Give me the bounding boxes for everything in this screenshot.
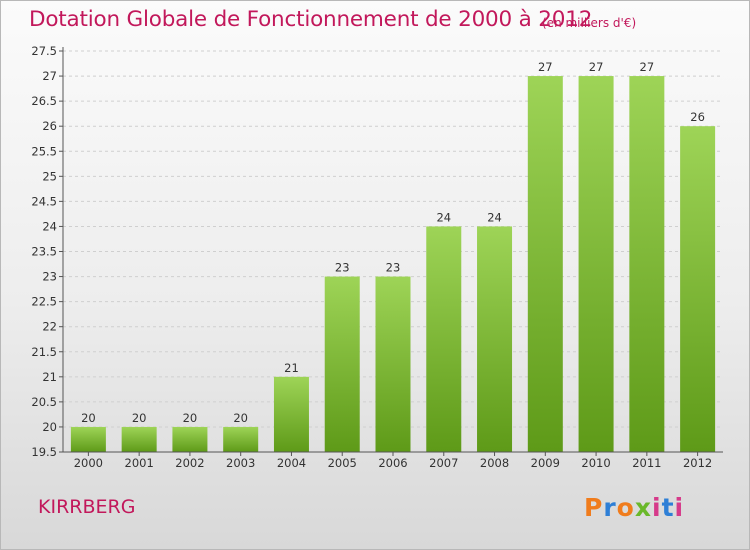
logo-letter: P xyxy=(584,493,604,522)
data-label: 24 xyxy=(487,210,502,224)
chart-unit-note: (en milliers d'€) xyxy=(542,16,637,30)
y-tick-label: 25.5 xyxy=(31,144,57,158)
x-tick-label: 2010 xyxy=(581,456,610,470)
x-tick-label: 2001 xyxy=(125,456,154,470)
logo-letter: i xyxy=(674,493,685,522)
data-label: 21 xyxy=(284,361,299,375)
chart-title: Dotation Globale de Fonctionnement de 20… xyxy=(29,7,593,32)
y-tick-label: 20 xyxy=(42,420,57,434)
y-tick-label: 22 xyxy=(42,320,57,334)
x-tick-label: 2006 xyxy=(378,456,407,470)
bar xyxy=(527,76,563,452)
y-tick-label: 23.5 xyxy=(31,245,57,259)
logo-letter: o xyxy=(616,493,635,522)
bars xyxy=(70,76,716,452)
data-label: 20 xyxy=(183,411,198,425)
data-label: 20 xyxy=(81,411,96,425)
commune-name: KIRRBERG xyxy=(38,496,136,518)
x-tick-label: 2002 xyxy=(175,456,204,470)
x-tick-label: 2009 xyxy=(531,456,560,470)
labels: 19.5 20 20.5 21 21.5 22 22.5 23 23.5 24 24.5 25 25.5… xyxy=(31,44,712,470)
y-tick-label: 20.5 xyxy=(31,395,57,409)
logo-letter: i xyxy=(652,493,662,522)
data-label: 23 xyxy=(386,261,401,275)
y-tick-label: 24 xyxy=(42,219,57,233)
bar xyxy=(680,126,716,452)
y-tick-label: 19.5 xyxy=(31,445,57,459)
axes xyxy=(59,47,723,456)
bar xyxy=(121,426,157,452)
proxiti-logo[interactable]: Proxiti xyxy=(584,490,689,526)
x-tick-label: 2011 xyxy=(632,456,661,470)
x-tick-label: 2012 xyxy=(683,456,712,470)
bar xyxy=(426,226,462,452)
y-tick-label: 21 xyxy=(42,370,57,384)
y-tick-label: 26 xyxy=(42,119,57,133)
y-tick-label: 27.5 xyxy=(31,44,57,58)
data-label: 20 xyxy=(233,411,248,425)
x-tick-label: 2008 xyxy=(480,456,509,470)
logo-letter: x xyxy=(634,493,652,522)
y-tick-label: 26.5 xyxy=(31,94,57,108)
x-tick-label: 2005 xyxy=(328,456,357,470)
y-tick-label: 23 xyxy=(42,270,57,284)
y-tick-label: 25 xyxy=(42,169,57,183)
data-label: 26 xyxy=(690,110,705,124)
data-label: 24 xyxy=(436,210,451,224)
logo-letter: t xyxy=(661,493,675,522)
logo-letter: r xyxy=(603,493,617,522)
bar xyxy=(273,376,309,452)
bar xyxy=(172,426,208,452)
bar xyxy=(477,226,513,452)
x-tick-label: 2003 xyxy=(226,456,255,470)
bar xyxy=(324,276,360,452)
data-label: 27 xyxy=(538,60,553,74)
bar xyxy=(629,76,665,452)
data-label: 20 xyxy=(132,411,147,425)
y-tick-label: 24.5 xyxy=(31,194,57,208)
x-tick-label: 2007 xyxy=(429,456,458,470)
x-tick-label: 2000 xyxy=(74,456,103,470)
data-label: 27 xyxy=(589,60,604,74)
x-tick-label: 2004 xyxy=(277,456,306,470)
bar xyxy=(578,76,614,452)
y-tick-label: 22.5 xyxy=(31,295,57,309)
bar xyxy=(223,426,259,452)
data-label: 23 xyxy=(335,261,350,275)
data-label: 27 xyxy=(640,60,655,74)
bar xyxy=(70,426,106,452)
bar xyxy=(375,276,411,452)
y-tick-label: 27 xyxy=(42,69,57,83)
y-tick-label: 21.5 xyxy=(31,345,57,359)
